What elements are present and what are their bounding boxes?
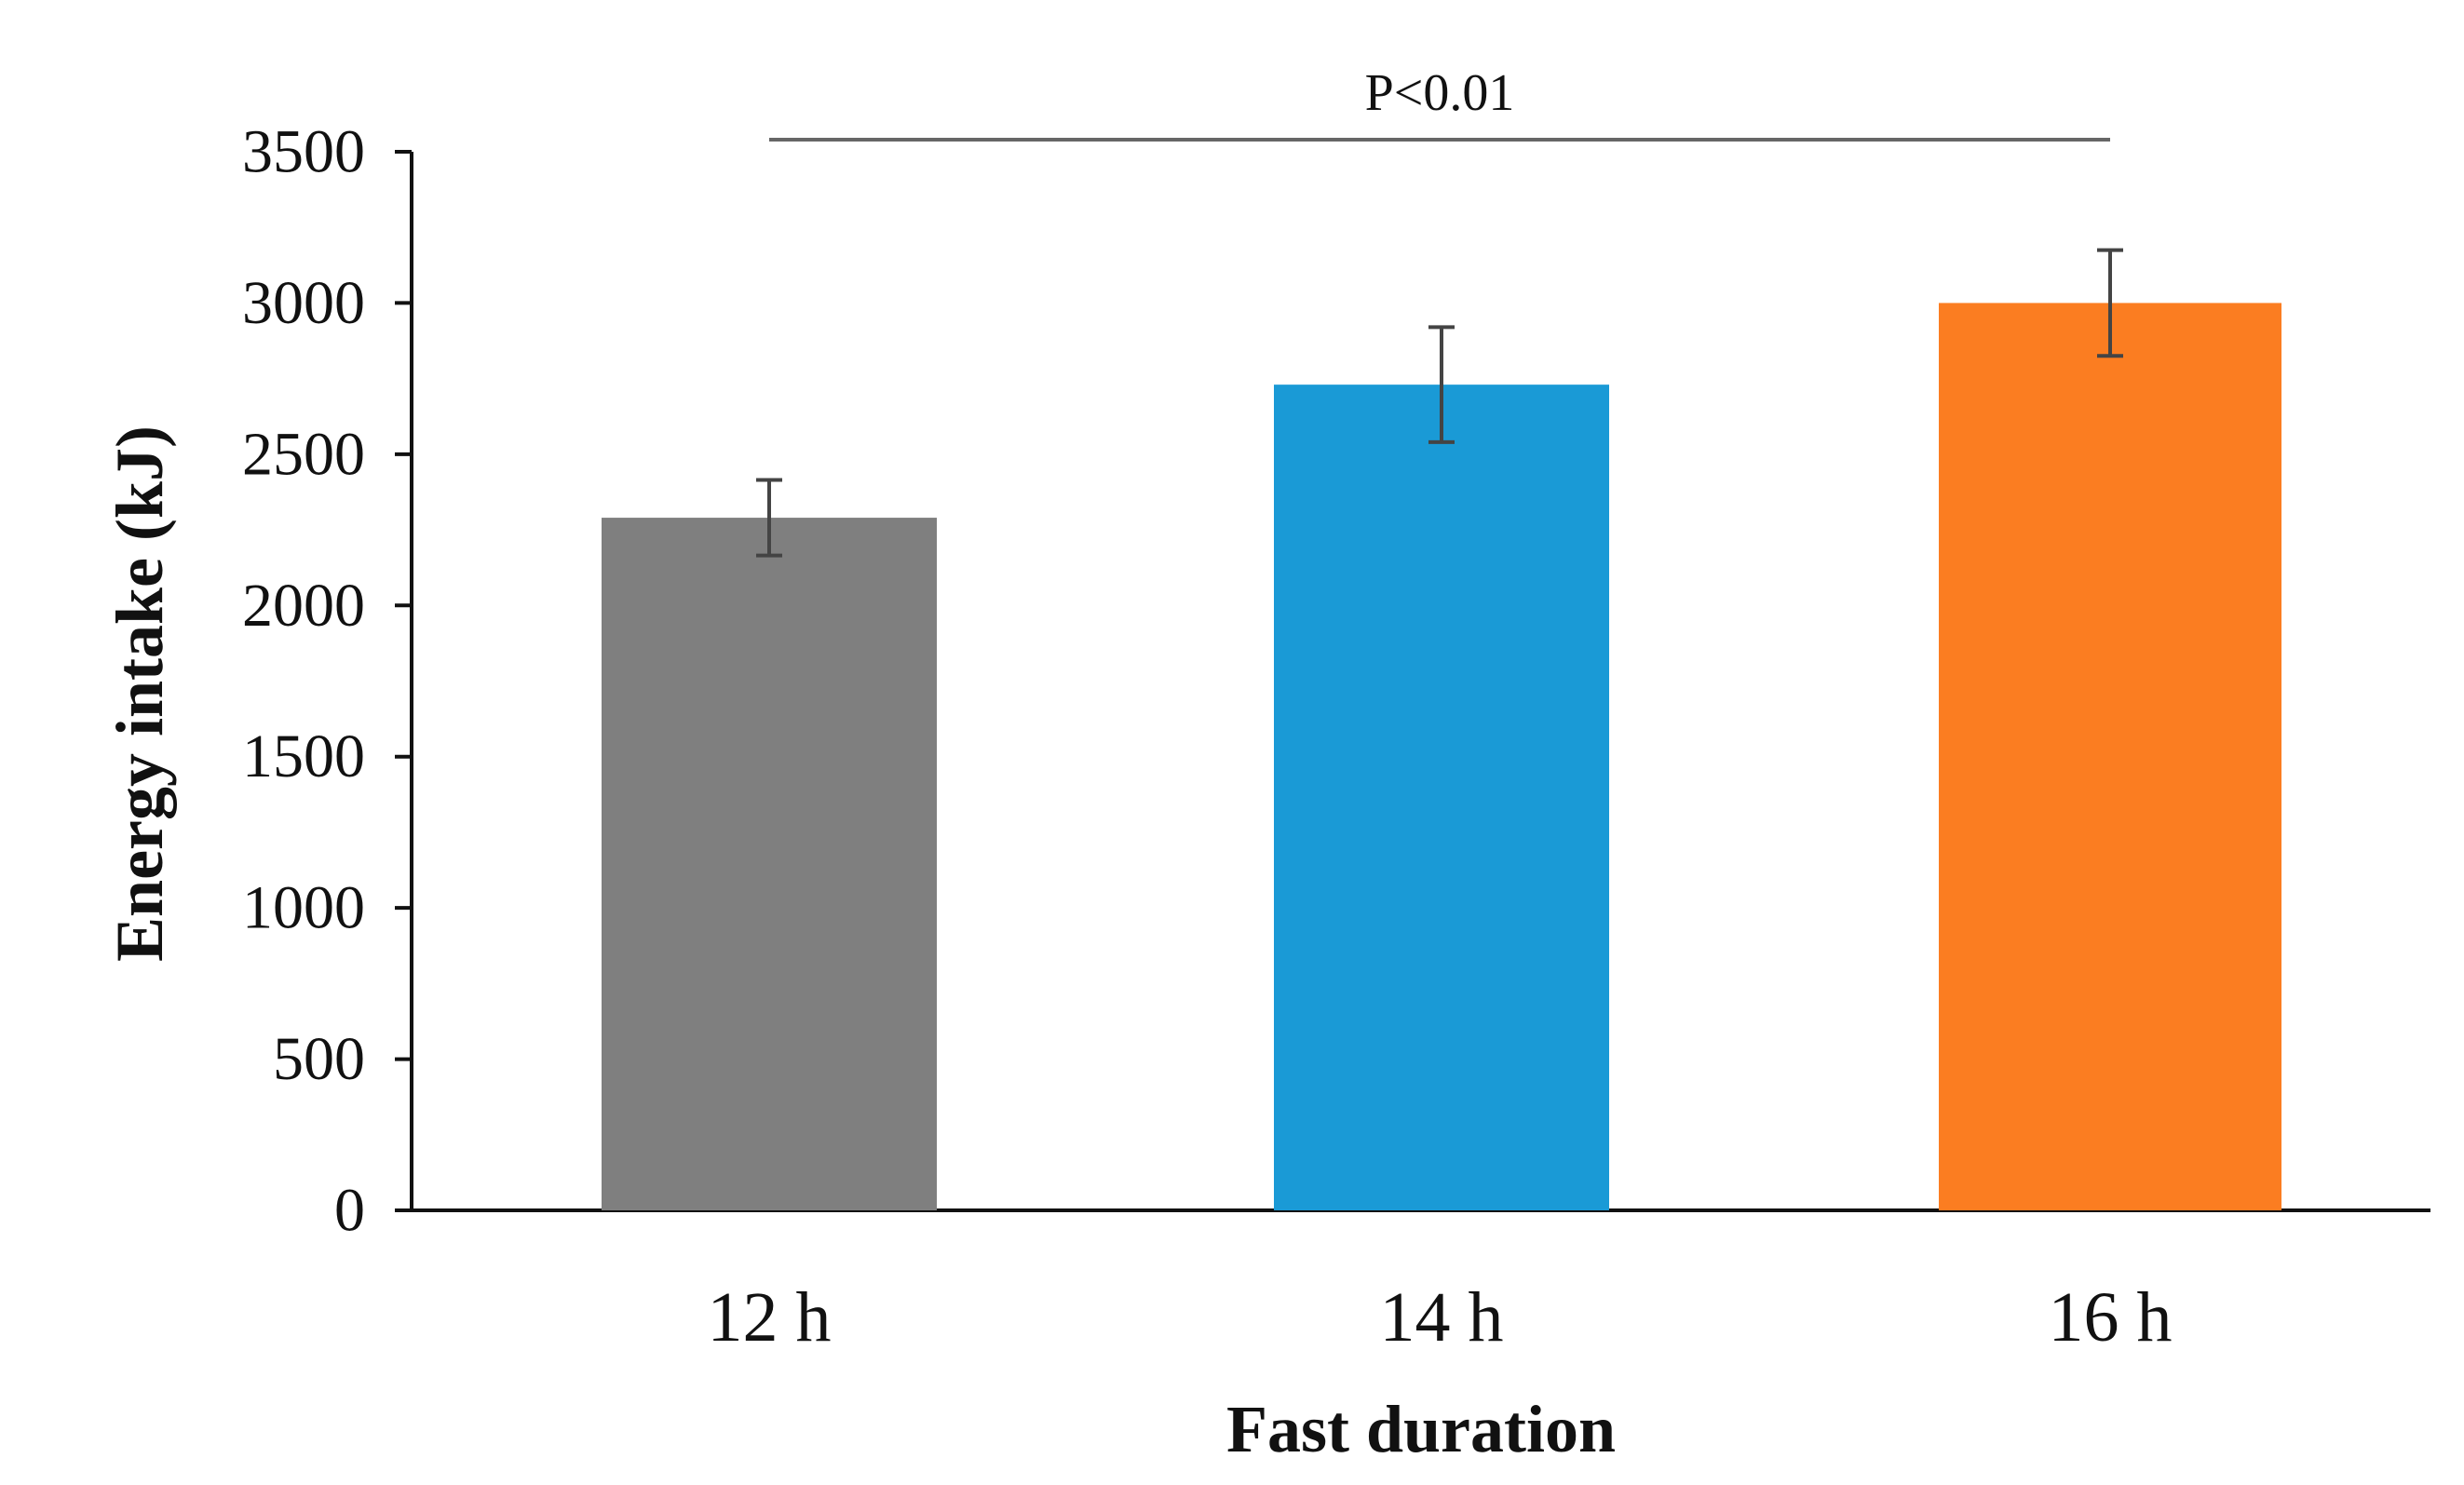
error-bars-group (756, 248, 2123, 558)
y-tick-label: 500 (273, 1025, 365, 1093)
x-tick-label: 12 h (708, 1278, 832, 1357)
y-tick-label: 3500 (242, 118, 365, 186)
y-tick-label: 1000 (242, 874, 365, 942)
y-tick-label: 1500 (242, 722, 365, 790)
y-tick-label: 2000 (242, 572, 365, 640)
y-axis-title: Energy intake (kJ) (102, 425, 177, 962)
y-tick-label: 3000 (242, 269, 365, 337)
y-tick-label: 0 (334, 1177, 365, 1245)
labels-group: 0 500 1000 1500 2000 2500 3000 3500 12 h 14 h 16 h… (102, 118, 2173, 1467)
x-tick-label: 14 h (1380, 1278, 1504, 1357)
annotation-group: P<0.01 (769, 64, 2110, 142)
bar-16h (1939, 303, 2281, 1210)
x-tick-label: 16 h (2049, 1278, 2173, 1357)
x-axis-title: Fast duration (1226, 1392, 1616, 1466)
bars-group (602, 303, 2281, 1210)
y-tick-label: 2500 (242, 420, 365, 488)
bar-14h (1274, 385, 1609, 1210)
significance-label: P<0.01 (1365, 64, 1515, 122)
bar-12h (602, 518, 937, 1210)
